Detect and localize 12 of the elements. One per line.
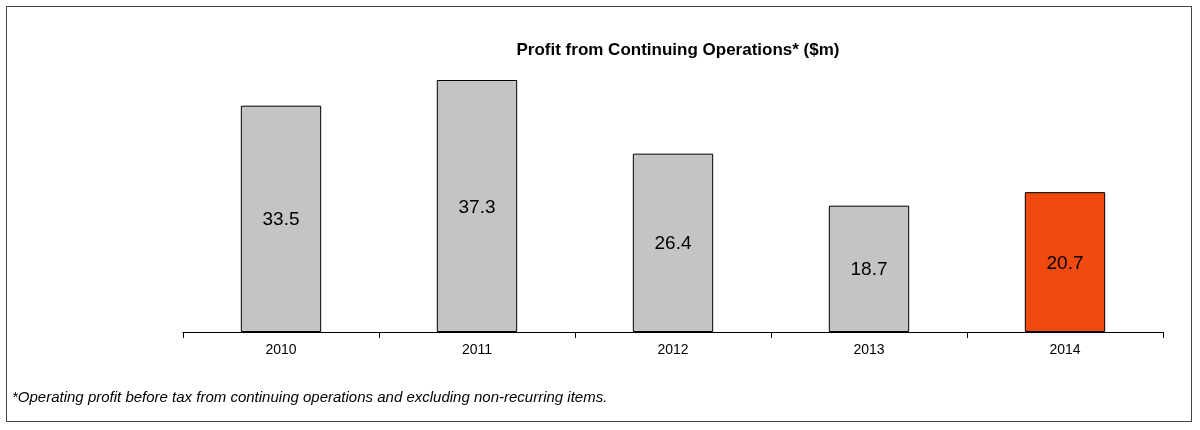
- x-tick-label: 2012: [657, 341, 689, 357]
- text: *Operating profit before tax from continuing operations and excluding non-recurring items.: [12, 388, 608, 405]
- data-label: 26.4: [654, 232, 692, 254]
- x-tick-label: 2010: [265, 341, 297, 357]
- data-label: 18.7: [850, 258, 888, 280]
- chart-title: Profit from Continuing Operations* ($m): [516, 40, 840, 59]
- data-label: 33.5: [262, 208, 300, 230]
- x-tick-label: 2013: [853, 341, 885, 357]
- x-tick-label: 2014: [1049, 341, 1081, 357]
- data-label: 20.7: [1046, 251, 1084, 273]
- x-tick-label: 2011: [461, 341, 493, 357]
- data-label: 37.3: [458, 195, 496, 217]
